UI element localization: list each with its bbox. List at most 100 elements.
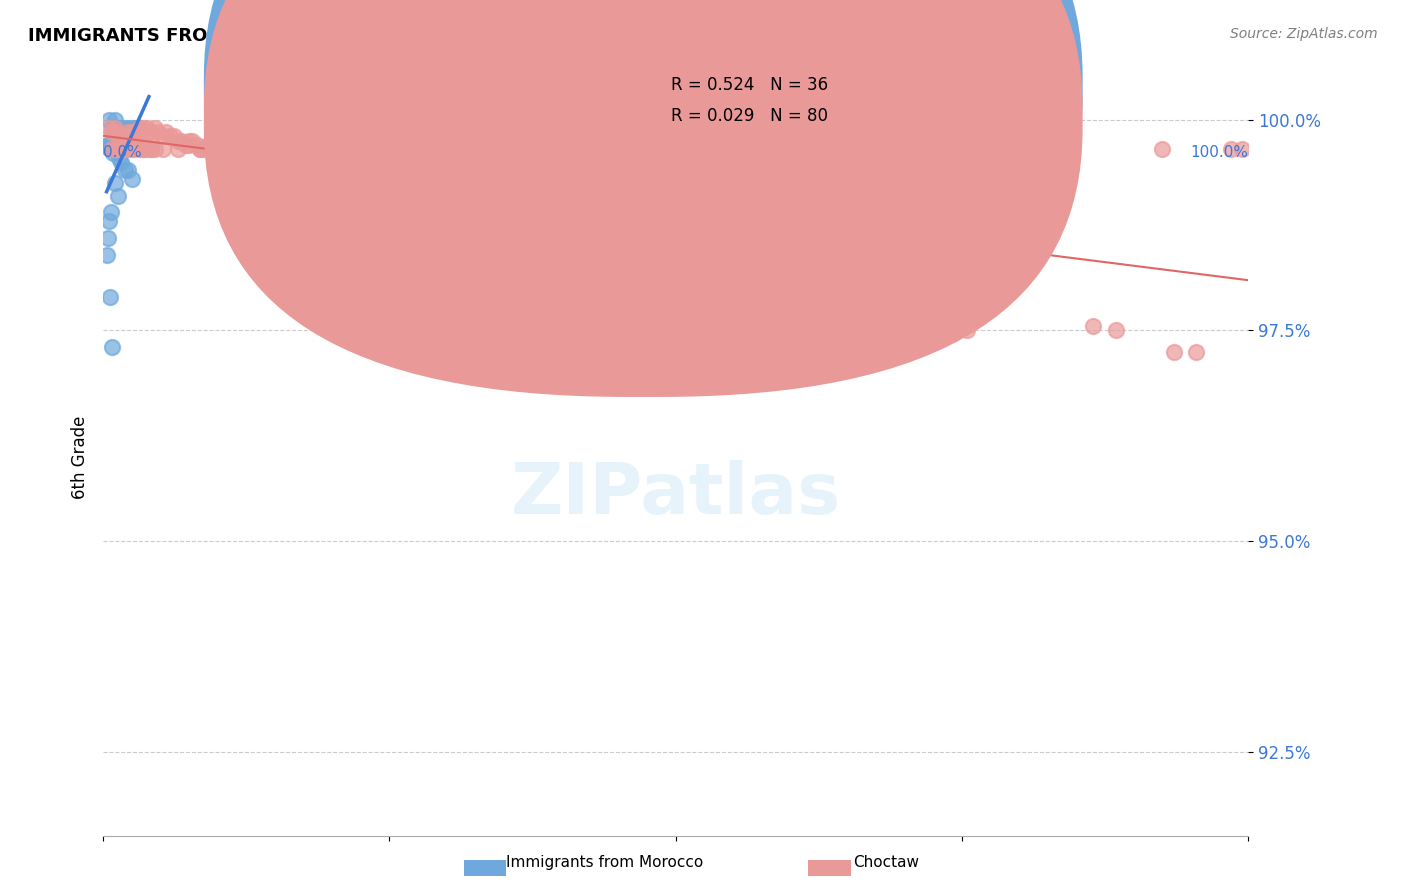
Point xyxy=(945,323,967,337)
Point xyxy=(201,142,224,156)
Point xyxy=(174,137,197,152)
Point xyxy=(101,142,124,156)
Point xyxy=(96,247,118,261)
Text: IMMIGRANTS FROM MOROCCO VS CHOCTAW 6TH GRADE CORRELATION CHART: IMMIGRANTS FROM MOROCCO VS CHOCTAW 6TH G… xyxy=(28,27,820,45)
Point xyxy=(97,139,120,153)
Point xyxy=(121,129,143,144)
Point xyxy=(114,134,136,148)
Point xyxy=(177,134,200,148)
Point xyxy=(124,134,146,148)
Text: 0.0%: 0.0% xyxy=(103,145,142,160)
Point xyxy=(103,121,125,136)
Point xyxy=(110,134,132,148)
Point xyxy=(693,323,716,337)
Point xyxy=(181,134,204,148)
Point xyxy=(110,129,132,144)
Point xyxy=(101,121,124,136)
Point xyxy=(135,121,157,136)
Point xyxy=(103,146,125,161)
Point xyxy=(98,142,121,156)
Text: ZIPatlas: ZIPatlas xyxy=(510,460,841,529)
Text: Choctaw: Choctaw xyxy=(853,855,918,870)
Y-axis label: 6th Grade: 6th Grade xyxy=(72,416,89,499)
Point xyxy=(97,137,120,152)
Point xyxy=(112,142,135,156)
Point xyxy=(121,171,143,186)
Point xyxy=(135,142,157,156)
Point xyxy=(1105,323,1128,337)
Text: Source: ZipAtlas.com: Source: ZipAtlas.com xyxy=(1230,27,1378,41)
Point xyxy=(96,137,118,152)
Point xyxy=(128,121,150,136)
Point xyxy=(97,214,120,228)
Point xyxy=(146,125,169,139)
Point xyxy=(193,142,215,156)
Point xyxy=(166,134,188,148)
Point xyxy=(121,142,143,156)
Point xyxy=(124,134,146,148)
Point xyxy=(567,134,589,148)
Point xyxy=(204,142,226,156)
Point xyxy=(152,142,174,156)
Point xyxy=(1219,142,1241,156)
Point xyxy=(117,125,139,139)
Point xyxy=(101,137,124,152)
Point xyxy=(114,163,136,178)
Point xyxy=(141,142,163,156)
Point xyxy=(117,163,139,178)
Point xyxy=(807,344,830,359)
Point xyxy=(103,176,125,190)
Point xyxy=(201,142,224,156)
Point xyxy=(121,134,143,148)
Point xyxy=(128,134,150,148)
Point xyxy=(105,142,128,156)
Point xyxy=(105,125,128,139)
Point xyxy=(544,134,567,148)
Point xyxy=(110,121,132,136)
Point xyxy=(103,112,125,127)
Text: 100.0%: 100.0% xyxy=(1189,145,1249,160)
Point xyxy=(132,142,155,156)
Text: Immigrants from Morocco: Immigrants from Morocco xyxy=(506,855,703,870)
Point xyxy=(117,134,139,148)
Point xyxy=(124,134,146,148)
Point xyxy=(107,188,129,202)
Point xyxy=(124,142,146,156)
Point xyxy=(97,230,120,244)
Point xyxy=(105,137,128,152)
Point xyxy=(956,323,979,337)
Point xyxy=(127,121,149,136)
Point xyxy=(141,125,163,139)
Point xyxy=(166,142,188,156)
Point xyxy=(110,142,132,156)
Point xyxy=(112,121,135,136)
Point xyxy=(112,142,135,156)
Point xyxy=(1083,319,1105,334)
Point xyxy=(143,121,166,136)
Point xyxy=(132,142,155,156)
Point xyxy=(647,134,669,148)
Point xyxy=(112,129,135,144)
Point xyxy=(152,129,174,144)
Point xyxy=(101,340,124,354)
Point xyxy=(128,121,150,136)
Point xyxy=(117,125,139,139)
Point xyxy=(190,142,212,156)
Point xyxy=(132,121,155,136)
Point xyxy=(1163,344,1185,359)
Point xyxy=(922,142,945,156)
Text: R = 0.029   N = 80: R = 0.029 N = 80 xyxy=(671,107,828,125)
Point xyxy=(105,121,128,136)
Text: R = 0.524   N = 36: R = 0.524 N = 36 xyxy=(671,76,828,94)
Point xyxy=(110,134,132,148)
Point xyxy=(186,137,208,152)
Point xyxy=(141,134,163,148)
Point xyxy=(108,151,131,165)
Point xyxy=(97,112,120,127)
Point xyxy=(101,125,124,139)
Point xyxy=(177,137,200,152)
Point xyxy=(121,125,143,139)
Point xyxy=(117,121,139,136)
Point xyxy=(100,205,122,219)
Point xyxy=(155,125,177,139)
